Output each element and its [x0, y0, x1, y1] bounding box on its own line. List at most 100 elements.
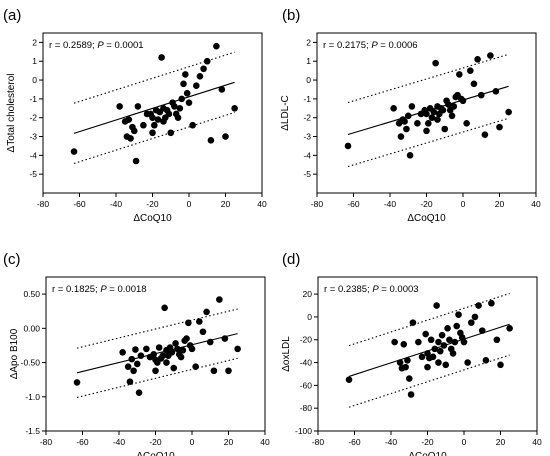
data-point: [405, 375, 413, 382]
data-point: [183, 89, 191, 97]
data-point: [468, 319, 475, 326]
data-point: [471, 313, 479, 321]
x-tick-label: -80: [311, 199, 324, 209]
prediction-lower-line: [73, 111, 235, 164]
panel-letter: (b): [282, 7, 300, 24]
data-point: [455, 311, 462, 318]
x-tick-label: -80: [37, 199, 50, 209]
data-point: [481, 131, 489, 138]
data-point: [178, 95, 185, 103]
y-tick-label: 0: [32, 75, 37, 85]
data-point: [432, 59, 439, 67]
correlation-stat: r = 0.1825; P = 0.0018: [52, 284, 147, 295]
data-point: [151, 121, 158, 129]
y-tick-label: -60: [300, 380, 313, 390]
data-point: [493, 336, 501, 344]
x-tick-label: 40: [531, 199, 541, 209]
data-point: [404, 356, 411, 364]
y-tick-label: -3: [29, 132, 37, 142]
scatter-panel-1: (a) -80 -60 -40 -20 0 20 40 -5 -4 -3 -2 -1 0 1 2 ΔCoQ10 Δ…: [3, 7, 267, 224]
x-tick-label: -20: [149, 437, 162, 447]
data-point: [192, 363, 199, 370]
data-point: [154, 116, 162, 123]
stat-p-value: = 0.0001: [104, 40, 144, 51]
scatter-panel-4: (d)-80 -60 -40 -20 0 20 40-100-80-60-40-20020Δ…: [281, 251, 542, 456]
data-point: [116, 103, 123, 110]
y-tick-label: -80: [300, 403, 313, 413]
data-point: [155, 344, 163, 351]
data-point: [193, 82, 200, 90]
x-tick-label: -60: [348, 437, 361, 447]
data-point: [126, 378, 134, 386]
y-tick-label: -1.0: [25, 392, 40, 402]
data-point: [152, 367, 159, 375]
stat-r-value: r = 0.2175;: [323, 40, 371, 51]
data-point: [174, 114, 182, 122]
data-point: [221, 335, 229, 342]
y-tick-label: 0.50: [23, 289, 40, 299]
data-point: [427, 336, 435, 344]
panel-letter: (d): [282, 251, 300, 268]
data-point: [408, 103, 416, 110]
x-tick-label: 0: [462, 437, 467, 447]
data-point: [216, 296, 223, 303]
data-point: [442, 361, 450, 369]
data-point: [487, 52, 494, 59]
data-point: [459, 97, 467, 105]
y-tick-label: -40: [300, 358, 313, 368]
x-tick-label: 40: [532, 437, 542, 447]
data-point: [431, 345, 439, 353]
data-point: [203, 308, 210, 316]
y-tick-label: -2: [303, 113, 311, 123]
stat-r-value: r = 0.2385;: [324, 284, 372, 295]
data-point: [453, 322, 461, 330]
y-tick-label: -1.5: [25, 426, 40, 436]
data-point: [406, 152, 414, 159]
data-point: [463, 120, 470, 127]
y-tick-label: -5: [303, 169, 311, 179]
data-point: [158, 54, 165, 61]
data-point: [425, 120, 432, 127]
x-axis-label: ΔCoQ10: [133, 213, 172, 224]
data-point: [492, 88, 500, 95]
data-point: [213, 42, 220, 50]
data-point: [424, 363, 431, 371]
scatter-panel-3: (c) -80 -60 -40 -20 0 20 40 -1.5 -1.0 -0.50 0.00 0.5…: [3, 251, 270, 456]
data-point: [436, 347, 444, 355]
y-tick-label: 20: [303, 289, 313, 299]
data-point: [497, 361, 504, 369]
x-tick-label: -60: [76, 437, 89, 447]
x-tick-label: 0: [190, 437, 195, 447]
stat-r-value: r = 0.1825;: [52, 284, 100, 295]
data-point: [170, 364, 178, 372]
data-point: [440, 342, 448, 349]
correlation-stat: r = 0.2589; P = 0.0001: [49, 40, 144, 51]
y-tick-label: -3: [303, 132, 311, 142]
data-point: [467, 67, 474, 74]
data-point: [404, 112, 412, 120]
data-point: [225, 367, 232, 375]
panel-letter: (a): [3, 7, 21, 24]
data-point: [196, 72, 204, 80]
data-point: [344, 142, 352, 150]
data-point: [176, 104, 184, 112]
x-tick-label: 20: [495, 199, 505, 209]
y-axis-label: ΔApo B100: [9, 328, 20, 379]
data-point: [200, 65, 207, 73]
y-axis-label: ΔLDL-C: [280, 95, 291, 131]
data-point: [477, 91, 485, 99]
data-point: [460, 338, 468, 346]
stat-p-symbol: P: [100, 284, 107, 295]
data-point: [478, 327, 486, 334]
data-point: [177, 353, 185, 361]
data-point: [70, 148, 78, 155]
data-point: [449, 350, 457, 357]
data-point: [396, 359, 404, 366]
data-point: [506, 325, 513, 332]
y-tick-label: 0.00: [23, 323, 40, 333]
x-tick-label: 20: [496, 437, 506, 447]
data-point: [438, 331, 446, 339]
data-point: [182, 71, 189, 78]
data-point: [167, 129, 175, 137]
data-point: [414, 120, 421, 127]
